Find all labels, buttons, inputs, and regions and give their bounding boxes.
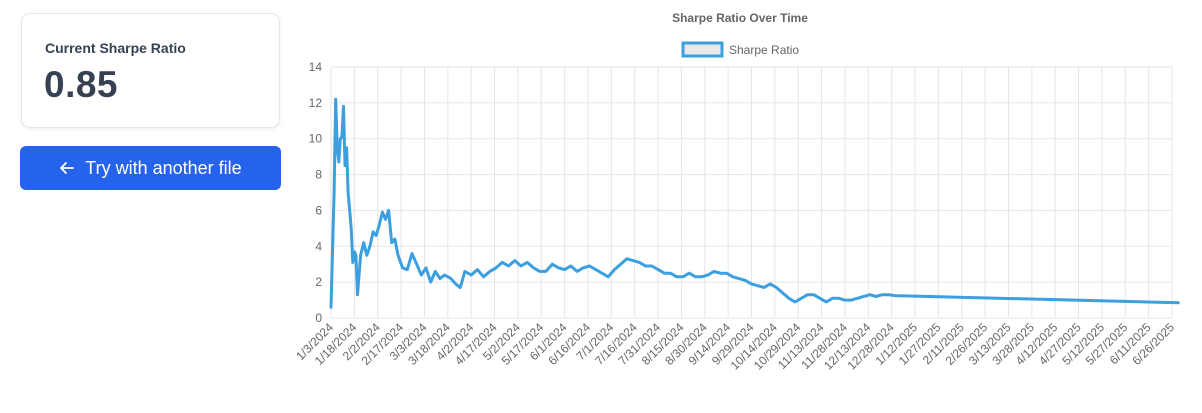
y-tick-label: 12 <box>309 96 323 110</box>
grid <box>330 66 1173 319</box>
chart-title: Sharpe Ratio Over Time <box>672 11 808 25</box>
sharpe-ratio-label: Current Sharpe Ratio <box>45 40 186 56</box>
y-tick-label: 6 <box>315 203 322 217</box>
sharpe-ratio-card: Current Sharpe Ratio 0.85 <box>21 13 280 128</box>
y-tick-label: 8 <box>315 168 322 182</box>
series-line-group <box>329 97 1180 309</box>
y-axis: 0 2 4 6 8 10 12 14 <box>309 60 323 325</box>
sharpe-ratio-chart: Sharpe Ratio Over Time Sharpe Ratio 0 2 4 6… <box>290 0 1190 408</box>
arrow-left-icon <box>59 160 75 176</box>
y-tick-label: 10 <box>309 132 323 146</box>
chart-svg: Sharpe Ratio Over Time Sharpe Ratio 0 2 4 6… <box>293 11 1180 373</box>
y-tick-label: 2 <box>315 275 322 289</box>
legend-swatch <box>681 41 724 58</box>
try-another-file-label: Try with another file <box>85 157 242 178</box>
sharpe-ratio-value: 0.85 <box>44 64 119 105</box>
try-another-file-button[interactable]: Try with another file <box>20 146 281 190</box>
legend-label: Sharpe Ratio <box>729 43 799 57</box>
legend[interactable]: Sharpe Ratio <box>681 41 799 58</box>
y-tick-label: 14 <box>309 60 323 74</box>
y-tick-label: 0 <box>315 311 322 325</box>
x-axis: 1/3/20241/18/20242/2/20242/17/20243/3/20… <box>293 320 1177 373</box>
series-line-sharpe-ratio <box>329 97 1180 309</box>
y-tick-label: 4 <box>315 239 322 253</box>
